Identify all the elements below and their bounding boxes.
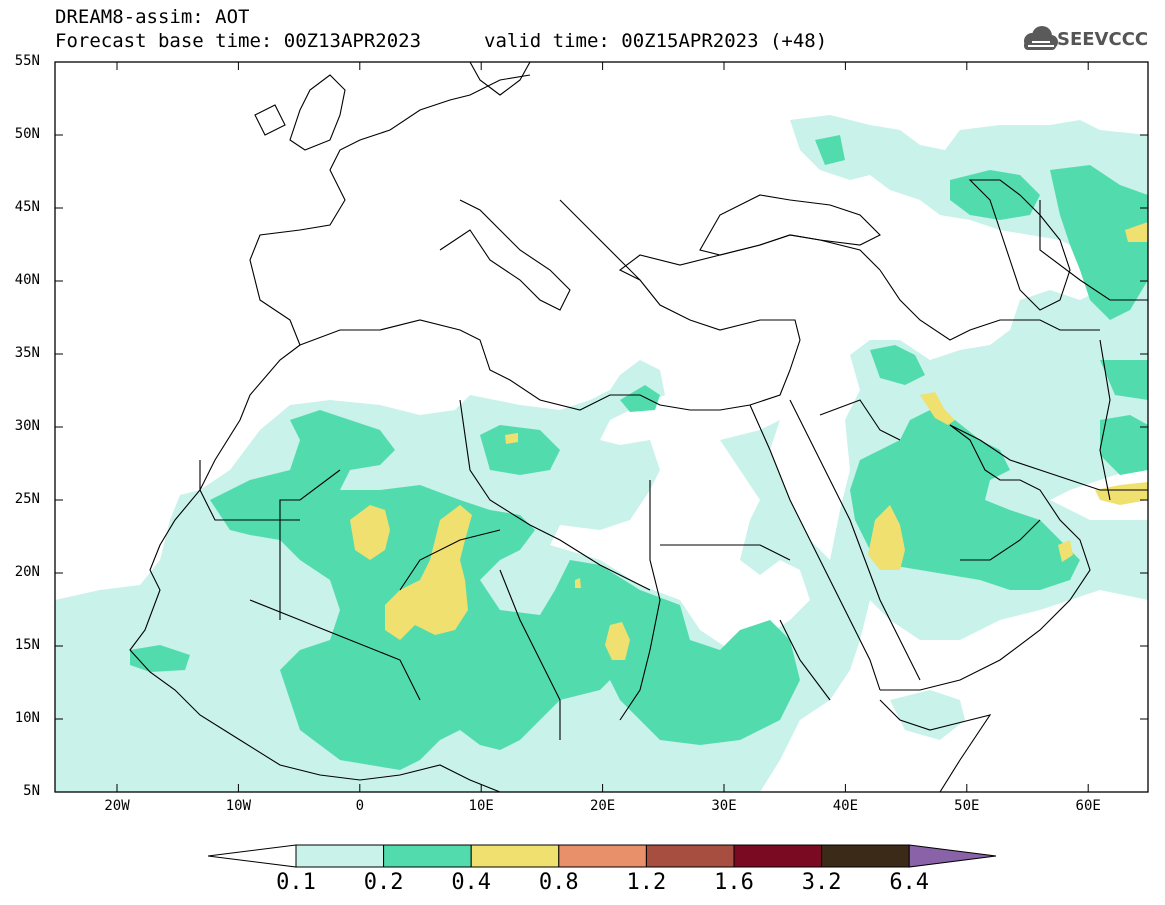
valid-time: valid time: 00Z15APR2023 (+48) (484, 30, 828, 52)
lon-label: 30E (711, 798, 737, 814)
colorbar-label: 3.2 (801, 870, 842, 895)
lon-label: 20W (104, 798, 130, 814)
colorbar-swatch (821, 844, 910, 868)
logo-text: SEEVCCC (1057, 29, 1149, 50)
forecast-base-time: Forecast base time: 00Z13APR2023 (55, 30, 422, 52)
colorbar-swatch (470, 844, 560, 868)
colorbar-over-arrow (908, 844, 997, 868)
colorbar-swatch (733, 844, 823, 868)
lon-label: 10E (468, 798, 494, 814)
lat-label: 10N (14, 710, 40, 726)
colorbar-under-arrow (207, 844, 297, 868)
lon-label: 10W (225, 798, 252, 814)
lon-label: 40E (832, 798, 859, 814)
cloud-icon (1024, 26, 1058, 50)
lat-label: 45N (14, 199, 40, 215)
colorbar-label: 6.4 (889, 870, 930, 895)
lat-label: 55N (14, 53, 40, 69)
colorbar-label: 1.2 (626, 870, 667, 895)
lat-label: 40N (14, 272, 40, 288)
colorbar-swatch (295, 844, 385, 868)
lat-label: 5N (23, 783, 40, 799)
lon-label: 50E (954, 798, 980, 814)
lon-label: 60E (1075, 798, 1101, 814)
lat-label: 25N (14, 491, 40, 507)
colorbar (207, 844, 997, 868)
lon-label: 20E (589, 798, 616, 814)
lat-label: 50N (14, 126, 40, 142)
map-title: DREAM8-assim: AOT (55, 6, 250, 28)
colorbar-label: 0.2 (363, 870, 404, 895)
aot-level-0.4 (350, 222, 1148, 660)
aot-field (55, 115, 1148, 792)
coastlines (129, 62, 1148, 792)
colorbar-swatch (558, 844, 647, 868)
colorbar-label: 0.8 (538, 870, 579, 895)
lon-label: 0 (355, 798, 365, 814)
lat-label: 35N (14, 345, 40, 361)
lat-label: 15N (14, 637, 40, 653)
colorbar-label: 1.6 (714, 870, 754, 895)
lat-label: 30N (14, 418, 40, 434)
colorbar-label: 0.1 (276, 870, 316, 895)
aot-level-0.2 (130, 135, 1148, 770)
colorbar-label: 0.4 (451, 870, 492, 895)
colorbar-swatch (645, 844, 735, 868)
lat-label: 20N (14, 564, 40, 580)
axis-ticks (55, 61, 1148, 793)
colorbar-swatch (383, 844, 472, 868)
